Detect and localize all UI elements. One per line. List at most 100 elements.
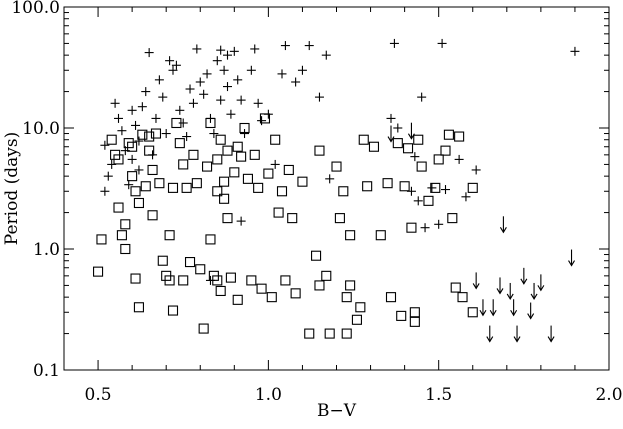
plus-marker — [389, 38, 399, 48]
square-marker — [133, 197, 144, 209]
plus-marker — [154, 75, 164, 85]
plus-marker — [246, 65, 256, 75]
square-marker — [341, 328, 352, 339]
x-tick-label: 1.5 — [425, 385, 452, 405]
plus-marker — [223, 82, 232, 92]
upper-limit-arrow — [407, 122, 415, 140]
square-marker — [195, 264, 206, 275]
plus-marker — [417, 92, 427, 102]
square-marker — [402, 143, 414, 154]
square-marker — [215, 285, 226, 297]
plus-marker — [144, 48, 154, 58]
square-marker — [290, 288, 301, 299]
plus-marker — [100, 186, 110, 196]
square-marker — [246, 275, 257, 286]
plus-marker — [202, 69, 212, 79]
square-marker — [113, 202, 124, 213]
plus-marker — [229, 46, 239, 56]
square-marker — [188, 149, 199, 160]
y-tick-label: 100.0 — [11, 0, 60, 18]
square-marker — [225, 272, 236, 283]
plus-marker — [185, 84, 195, 94]
square-marker — [423, 195, 434, 206]
square-marker — [116, 230, 127, 241]
upper-limit-arrow — [496, 277, 504, 295]
square-marker — [242, 173, 253, 184]
square-marker — [181, 182, 192, 193]
upper-limit-arrow — [499, 216, 507, 234]
upper-limit-arrow — [510, 299, 518, 317]
plus-marker — [437, 38, 447, 48]
plus-marker — [427, 183, 437, 193]
square-marker — [406, 222, 417, 233]
plus-marker — [100, 140, 110, 150]
square-marker — [314, 280, 325, 291]
square-marker — [416, 161, 427, 172]
y-axis-label: Period (days) — [2, 132, 22, 245]
plus-marker — [270, 159, 280, 169]
square-marker — [123, 138, 134, 149]
square-marker — [164, 275, 175, 286]
square-marker — [375, 230, 386, 241]
plus-marker — [233, 75, 243, 85]
y-tick-label: 0.1 — [33, 361, 60, 381]
upper-limit-arrow — [537, 274, 545, 292]
plus-marker — [103, 171, 113, 181]
square-marker — [133, 302, 144, 313]
square-marker — [212, 154, 223, 165]
plus-marker — [110, 98, 120, 108]
data-points — [93, 38, 580, 343]
square-marker — [239, 122, 250, 134]
square-marker — [413, 134, 424, 145]
square-marker — [396, 310, 407, 321]
square-marker — [433, 154, 444, 165]
square-marker — [297, 176, 308, 187]
plus-marker — [182, 132, 192, 142]
square-marker — [144, 131, 155, 142]
plus-marker — [158, 92, 168, 102]
square-marker — [253, 182, 264, 193]
plus-marker — [212, 56, 222, 66]
square-marker — [345, 280, 356, 291]
plus-marker — [413, 196, 423, 206]
square-marker — [392, 138, 403, 149]
square-marker — [127, 141, 138, 152]
square-marker — [113, 154, 124, 165]
plus-marker — [434, 219, 444, 229]
plus-marker — [236, 95, 246, 105]
plus-marker — [250, 44, 260, 54]
square-marker — [409, 316, 420, 327]
axes — [63, 6, 610, 371]
plus-marker — [178, 118, 188, 128]
square-marker — [447, 213, 458, 224]
square-marker — [324, 328, 335, 339]
square-marker — [450, 282, 461, 293]
square-marker — [341, 292, 352, 303]
square-marker — [202, 161, 213, 172]
square-marker — [157, 255, 168, 266]
square-marker — [249, 149, 260, 160]
square-marker — [184, 257, 196, 268]
plus-marker — [570, 46, 580, 56]
square-marker — [454, 131, 465, 142]
square-marker — [443, 129, 454, 140]
upper-limit-arrow — [489, 299, 497, 317]
plus-marker — [325, 174, 335, 184]
square-marker — [304, 328, 315, 339]
upper-limit-arrow — [530, 282, 538, 301]
square-marker — [236, 151, 247, 162]
plus-marker — [291, 77, 301, 87]
square-marker — [130, 186, 141, 197]
square-marker — [273, 207, 284, 218]
square-marker — [219, 176, 230, 187]
plus-marker — [151, 113, 161, 123]
plus-marker — [216, 95, 226, 105]
square-marker — [263, 168, 274, 179]
square-marker — [147, 164, 158, 176]
square-marker — [222, 213, 233, 224]
plus-marker — [240, 129, 250, 139]
square-marker — [154, 178, 165, 189]
square-marker — [137, 129, 148, 140]
plus-marker — [168, 65, 178, 75]
